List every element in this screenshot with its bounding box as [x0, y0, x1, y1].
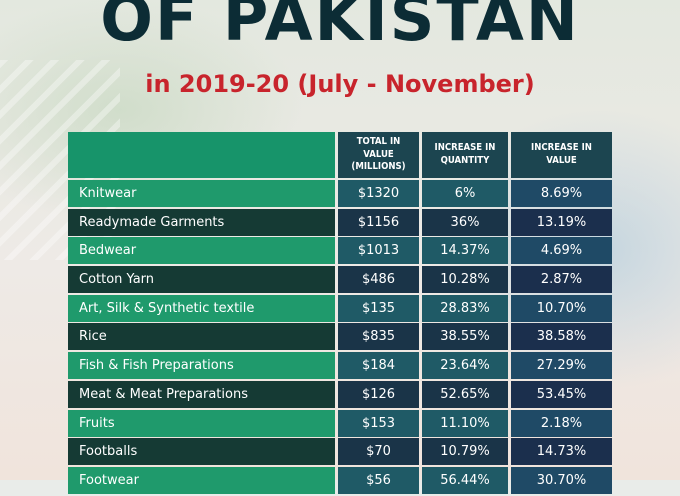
table-row: Fruits $153 11.10% 2.18%: [68, 409, 612, 437]
table-row: Fish & Fish Preparations $184 23.64% 27.29%: [68, 352, 612, 380]
increase-quantity: 36%: [422, 208, 508, 236]
increase-quantity: 14.37%: [422, 237, 508, 265]
total-value: $1320: [338, 180, 419, 207]
total-value: $153: [338, 409, 419, 437]
total-value: $835: [338, 323, 419, 351]
exports-table: TOTAL IN VALUE (MILLIONS) INCREASE IN QU…: [68, 132, 612, 496]
item-name: Meat & Meat Preparations: [68, 380, 335, 408]
increase-value: 30.70%: [511, 466, 612, 494]
header-total-value: TOTAL IN VALUE (MILLIONS): [338, 132, 419, 178]
table-row: Knitwear $1320 6% 8.69%: [68, 180, 612, 207]
total-value: $135: [338, 294, 419, 322]
increase-value: 38.58%: [511, 323, 612, 351]
item-name: Knitwear: [68, 180, 335, 207]
total-value: $126: [338, 380, 419, 408]
total-value: $70: [338, 438, 419, 466]
total-value: $1013: [338, 237, 419, 265]
increase-value: 27.29%: [511, 352, 612, 380]
table-row: Art, Silk & Synthetic textile $135 28.83% 1…: [68, 294, 612, 322]
page-title: OF PAKISTAN: [100, 0, 580, 55]
page-subtitle: in 2019-20 (July - November): [145, 70, 535, 98]
increase-quantity: 38.55%: [422, 323, 508, 351]
increase-quantity: 56.44%: [422, 466, 508, 494]
item-name: Bedwear: [68, 237, 335, 265]
table-row: Cotton Yarn $486 10.28% 2.87%: [68, 266, 612, 294]
increase-quantity: 6%: [422, 180, 508, 207]
item-name: Art, Silk & Synthetic textile: [68, 294, 335, 322]
header-item: [68, 132, 335, 178]
increase-value: 8.69%: [511, 180, 612, 207]
increase-quantity: 11.10%: [422, 409, 508, 437]
header-increase-quantity: INCREASE IN QUANTITY: [422, 132, 508, 178]
item-name: Rice: [68, 323, 335, 351]
increase-value: 2.87%: [511, 266, 612, 294]
table-row: Bedwear $1013 14.37% 4.69%: [68, 237, 612, 265]
item-name: Cotton Yarn: [68, 266, 335, 294]
increase-value: 10.70%: [511, 294, 612, 322]
increase-value: 53.45%: [511, 380, 612, 408]
item-name: Footballs: [68, 438, 335, 466]
item-name: Readymade Garments: [68, 208, 335, 236]
increase-value: 2.18%: [511, 409, 612, 437]
total-value: $184: [338, 352, 419, 380]
total-value: $1156: [338, 208, 419, 236]
table-row: Meat & Meat Preparations $126 52.65% 53.45%: [68, 380, 612, 408]
table-header-row: TOTAL IN VALUE (MILLIONS) INCREASE IN QU…: [68, 132, 612, 178]
increase-value: 13.19%: [511, 208, 612, 236]
increase-quantity: 28.83%: [422, 294, 508, 322]
increase-quantity: 52.65%: [422, 380, 508, 408]
table-row: Readymade Garments $1156 36% 13.19%: [68, 208, 612, 236]
increase-quantity: 10.79%: [422, 438, 508, 466]
increase-value: 14.73%: [511, 438, 612, 466]
total-value: $486: [338, 266, 419, 294]
increase-value: 4.69%: [511, 237, 612, 265]
header-increase-value: INCREASE IN VALUE: [511, 132, 612, 178]
increase-quantity: 10.28%: [422, 266, 508, 294]
item-name: Fruits: [68, 409, 335, 437]
table-row: Footballs $70 10.79% 14.73%: [68, 438, 612, 466]
item-name: Footwear: [68, 466, 335, 494]
table-row: Footwear $56 56.44% 30.70%: [68, 466, 612, 494]
table-row: Rice $835 38.55% 38.58%: [68, 323, 612, 351]
total-value: $56: [338, 466, 419, 494]
increase-quantity: 23.64%: [422, 352, 508, 380]
item-name: Fish & Fish Preparations: [68, 352, 335, 380]
